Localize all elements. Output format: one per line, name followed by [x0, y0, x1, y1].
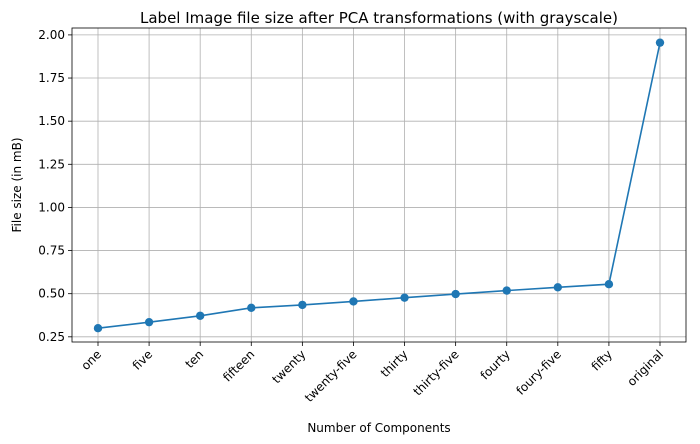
data-point — [553, 283, 563, 292]
x-tick-label: one — [78, 347, 104, 373]
y-axis-label: File size (in mB) — [10, 137, 24, 232]
y-tick-label: 1.00 — [38, 200, 65, 214]
grid — [72, 28, 686, 342]
x-axis-label: Number of Components — [307, 421, 450, 435]
data-point — [93, 323, 103, 333]
data-point — [195, 311, 205, 320]
chart-title: Label Image file size after PCA transfor… — [140, 9, 618, 27]
data-point — [298, 300, 307, 310]
x-tick-label: fifteen — [220, 347, 257, 384]
y-tick-label: 0.25 — [38, 330, 65, 344]
x-tick-label: foury-five — [513, 347, 563, 397]
data-point — [655, 38, 665, 47]
x-tick-label: thirty-five — [410, 347, 461, 398]
y-tick-label: 1.25 — [38, 157, 65, 171]
data-point — [400, 293, 409, 302]
data-point — [604, 280, 614, 289]
data-point — [502, 286, 511, 295]
y-tick-label: 2.00 — [38, 28, 65, 42]
data-point — [144, 317, 154, 327]
x-tick-label: fourty — [478, 347, 513, 382]
x-tick-label: original — [625, 347, 667, 389]
series-line — [93, 38, 665, 333]
y-tick-label: 0.75 — [38, 244, 65, 258]
x-tick-label: twenty-five — [302, 347, 360, 405]
x-tick-label: ten — [182, 347, 206, 371]
y-tick-label: 1.75 — [38, 71, 65, 85]
series-polyline — [97, 42, 661, 329]
data-point — [451, 289, 460, 299]
x-tick-label: fifty — [589, 347, 615, 373]
data-point — [247, 303, 256, 313]
x-tick-label: twenty — [269, 347, 308, 386]
y-tick-label: 1.50 — [38, 114, 65, 128]
x-tick-label: five — [130, 347, 155, 372]
plot-frame — [71, 27, 687, 343]
y-tick-label: 0.50 — [38, 287, 65, 301]
x-tick-label: thirty — [378, 347, 411, 380]
data-point — [349, 297, 358, 306]
